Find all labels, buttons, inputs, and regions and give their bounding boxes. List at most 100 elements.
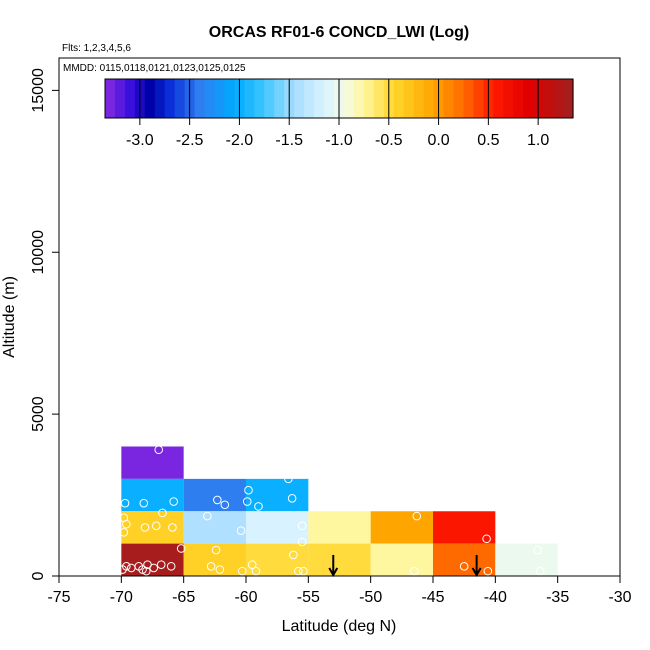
colorbar-swatch [214,79,226,118]
sample-point [120,498,130,508]
colorbar-tick-label: 1.0 [527,132,549,149]
colorbar-swatch [324,79,335,118]
y-tick-label: 0 [30,571,47,580]
colorbar: -3.0 -2.5 -2.0 -1.5 -1.0 -0.5 0.0 0.5 1.0 [104,78,574,149]
x-tick-label: -65 [172,589,195,606]
sample-point [154,445,164,455]
sample-point [482,534,491,544]
colorbar-swatch [204,79,216,118]
colorbar-tick-label: 0.5 [477,132,499,149]
colorbar-swatch [274,79,285,118]
colorbar-swatch [513,79,524,118]
sample-point [127,563,136,573]
heatmap-cells [121,446,558,576]
sample-point [297,521,307,531]
colorbar-swatch [373,79,385,118]
x-tick-label: -35 [546,589,569,606]
sample-point [459,561,469,571]
sample-point [122,519,131,529]
sample-point [247,560,257,569]
profile-arrows [328,554,482,578]
colorbar-tick-label: -3.0 [126,132,154,149]
x-tick-label: -55 [297,589,320,606]
sample-point [220,500,230,510]
sample-point [297,537,307,547]
colorbar-swatch [493,79,504,118]
colorbar-swatch [164,79,176,118]
heatmap-cell [433,511,496,544]
sample-point [483,566,493,576]
heatmap-cell [246,478,309,512]
sample-points [118,445,545,576]
sample-point [284,474,293,484]
sample-point [244,485,253,495]
heatmap-cell [308,511,371,544]
y-axis-label: Altitude (m) [1,276,18,358]
colorbar-swatch [393,79,405,118]
x-axis-label: Latitude (deg N) [282,618,397,635]
colorbar-swatch [553,79,564,118]
colorbar-swatch [124,79,136,118]
sample-point [410,566,419,576]
colorbar-swatch [174,79,186,118]
colorbar-swatch [403,79,415,118]
colorbar-swatch [244,79,255,118]
sample-point [289,550,298,560]
colorbar-swatch [463,79,475,118]
sample-point [156,560,166,569]
colorbar-swatch [543,79,554,118]
heatmap-cell [121,543,184,576]
colorbar-swatch [114,79,126,118]
y-tick-label: 5000 [30,396,47,432]
colorbar-tick-label: -1.5 [275,132,303,149]
sample-point [169,497,178,506]
sample-point [158,508,167,518]
x-axis: -75 -70 -65 -60 -55 -50 -45 -40 -35 -30 [47,576,632,606]
sample-point [533,545,543,555]
sample-point [151,521,161,531]
x-tick-label: -75 [47,589,70,606]
sample-point [118,565,127,574]
sample-point [254,502,263,511]
plot-frame [58,57,621,577]
y-tick-label: 15000 [30,68,47,113]
sample-point [119,527,129,537]
x-tick-label: -50 [359,589,382,606]
colorbar-swatch [304,79,315,118]
sample-point [236,526,246,535]
colorbar-swatch [413,79,425,118]
heatmap-cell [246,543,309,576]
colorbar-swatch [353,79,365,118]
colorbar-tick-label: -2.0 [226,132,254,149]
heatmap-cell [246,511,309,544]
heatmap-cell [121,446,184,479]
y-axis: 0 5000 10000 15000 [30,68,59,580]
sample-point [535,566,545,576]
colorbar-swatch [224,79,236,118]
colorbar-tick-label: -2.5 [176,132,204,149]
colorbar-swatch [563,79,574,118]
sample-point [299,566,308,576]
colorbar-swatch [294,79,305,118]
colorbar-tick-label: 0.0 [427,132,449,149]
colorbar-swatch [314,79,325,118]
heatmap-cell [370,511,433,544]
colorbar-swatch [264,79,275,118]
x-tick-label: -60 [234,589,257,606]
heatmap-cell [121,478,184,512]
sample-point [166,561,176,571]
colorbar-swatch [453,79,465,118]
dates-label: MMDD: 0115,0118,0121,0123,0125,0125 [63,63,246,74]
sample-point [203,511,212,521]
heatmap-cell [183,478,246,512]
colorbar-swatch [523,79,534,118]
heatmap-cell [183,543,246,576]
heatmap-cell [495,543,558,576]
heatmap-cell [308,543,371,576]
sample-point [206,561,216,571]
y-tick-label: 10000 [30,230,47,275]
sample-point [176,544,186,553]
colorbar-tick-label: -1.0 [325,132,353,149]
heatmap-cell [183,511,246,544]
sample-point [237,566,247,576]
